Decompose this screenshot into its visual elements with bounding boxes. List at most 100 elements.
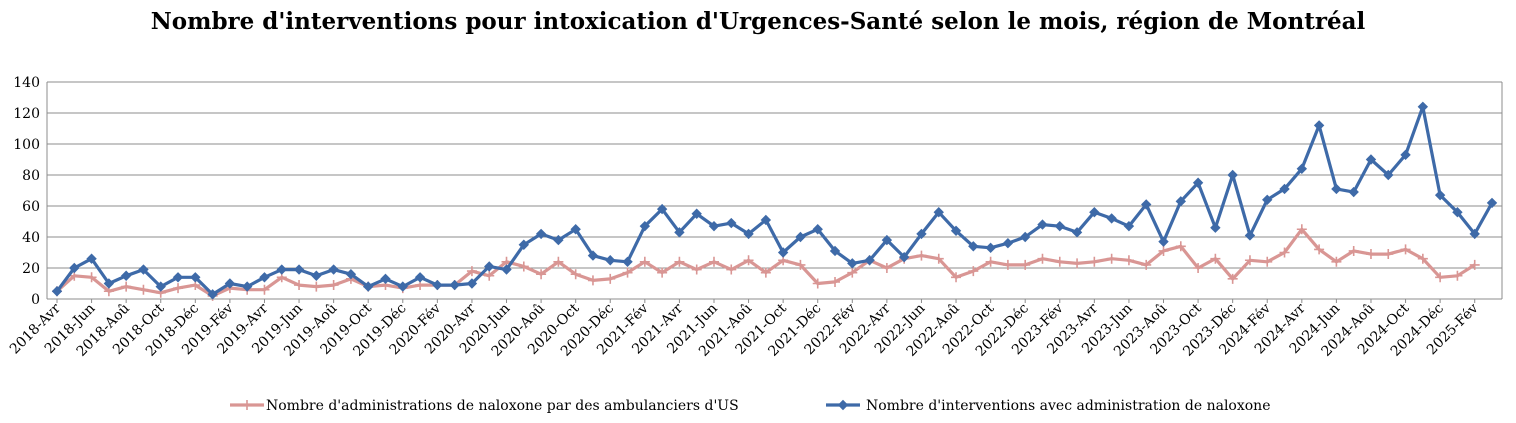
y-tick-label: 100 bbox=[13, 137, 40, 153]
data-point bbox=[847, 267, 858, 278]
data-point bbox=[1417, 253, 1428, 264]
data-point bbox=[1123, 220, 1135, 232]
data-point bbox=[466, 278, 478, 289]
data-point bbox=[726, 217, 737, 229]
data-point bbox=[86, 272, 97, 283]
data-point bbox=[777, 247, 789, 258]
data-point bbox=[795, 259, 806, 270]
data-point bbox=[951, 272, 962, 283]
data-point bbox=[1452, 270, 1463, 281]
chart-title: Nombre d'interventions pour intoxication… bbox=[150, 8, 1366, 35]
legend-entry-2: Nombre d'interventions avec administrati… bbox=[826, 398, 1270, 414]
data-point bbox=[726, 264, 737, 275]
data-point bbox=[760, 214, 772, 226]
data-point bbox=[1106, 213, 1117, 224]
data-point bbox=[1227, 169, 1238, 181]
data-point bbox=[1020, 259, 1031, 270]
data-point bbox=[587, 275, 598, 286]
data-point bbox=[830, 276, 841, 287]
data-point bbox=[605, 273, 616, 284]
data-point bbox=[1331, 183, 1342, 195]
data-point bbox=[449, 279, 460, 291]
data-point bbox=[501, 264, 512, 275]
data-point bbox=[1279, 183, 1290, 195]
data-point bbox=[311, 270, 322, 281]
legend-entry-1: Nombre d'administrations de naloxone par… bbox=[230, 398, 739, 414]
data-point bbox=[1314, 244, 1325, 255]
data-point bbox=[69, 262, 80, 274]
data-point bbox=[1435, 272, 1446, 283]
data-point bbox=[916, 250, 927, 261]
data-point bbox=[276, 264, 287, 275]
data-point bbox=[656, 203, 668, 215]
data-point bbox=[1400, 244, 1411, 255]
data-point bbox=[535, 228, 547, 240]
data-point bbox=[916, 228, 927, 240]
data-point bbox=[1037, 219, 1048, 230]
data-point bbox=[1192, 177, 1204, 188]
data-point bbox=[691, 264, 702, 275]
data-point bbox=[138, 284, 149, 295]
legend-label: Nombre d'administrations de naloxone par… bbox=[266, 398, 739, 414]
data-point bbox=[1123, 255, 1134, 266]
data-point bbox=[985, 256, 996, 267]
data-point bbox=[570, 269, 581, 280]
data-point bbox=[743, 255, 754, 266]
data-point bbox=[812, 224, 823, 235]
data-point bbox=[328, 264, 339, 275]
data-point bbox=[1106, 253, 1117, 264]
data-point bbox=[311, 281, 322, 292]
data-point bbox=[1175, 196, 1186, 207]
data-point bbox=[294, 280, 305, 291]
y-tick-label: 80 bbox=[22, 168, 40, 184]
data-point bbox=[605, 255, 616, 266]
data-point bbox=[553, 256, 564, 267]
series-1 bbox=[52, 224, 1480, 301]
data-point bbox=[881, 234, 893, 246]
y-tick-label: 140 bbox=[13, 75, 40, 91]
data-point bbox=[1383, 169, 1394, 181]
data-point bbox=[224, 278, 236, 289]
y-tick-label: 40 bbox=[22, 230, 40, 246]
data-point bbox=[1210, 253, 1221, 264]
data-point bbox=[1244, 255, 1255, 266]
data-point bbox=[1348, 245, 1359, 256]
legend: Nombre d'administrations de naloxone par… bbox=[230, 398, 1270, 414]
data-point bbox=[1141, 199, 1152, 210]
data-point bbox=[1054, 220, 1065, 232]
data-point bbox=[1400, 149, 1411, 161]
data-point bbox=[1279, 247, 1290, 258]
data-point bbox=[1486, 197, 1498, 209]
data-point bbox=[674, 227, 685, 238]
data-point bbox=[414, 272, 426, 283]
y-tick-label: 60 bbox=[22, 199, 40, 215]
y-axis: 0 20 40 60 80 100 120 140 bbox=[13, 75, 48, 308]
data-point bbox=[1089, 256, 1100, 267]
data-point bbox=[1141, 259, 1152, 270]
x-axis: 2018-Avr2018-Jun2018-Aoû2018-Oct2018-Déc… bbox=[7, 298, 1502, 360]
data-point bbox=[622, 267, 633, 278]
data-point bbox=[518, 261, 529, 272]
data-point bbox=[345, 269, 357, 280]
data-point bbox=[120, 270, 132, 281]
data-point bbox=[708, 256, 719, 267]
data-point bbox=[864, 255, 875, 266]
data-point bbox=[639, 256, 650, 267]
data-point bbox=[1002, 238, 1014, 249]
data-point bbox=[587, 250, 599, 261]
data-point bbox=[1227, 273, 1238, 284]
data-point bbox=[1452, 207, 1463, 218]
data-point bbox=[484, 270, 495, 281]
data-point bbox=[1054, 256, 1065, 267]
data-point bbox=[743, 228, 754, 240]
data-point bbox=[968, 241, 979, 252]
data-point bbox=[259, 272, 270, 283]
data-point bbox=[363, 281, 374, 292]
data-point bbox=[173, 283, 184, 294]
y-tick-label: 120 bbox=[13, 106, 40, 122]
data-point bbox=[622, 256, 633, 267]
data-point bbox=[328, 280, 339, 291]
legend-marker bbox=[242, 400, 252, 410]
